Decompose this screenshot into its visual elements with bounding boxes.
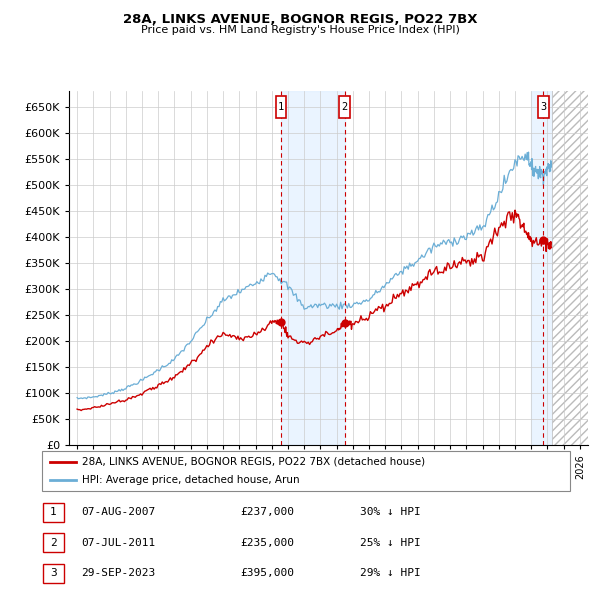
Text: £237,000: £237,000	[240, 507, 294, 517]
FancyBboxPatch shape	[538, 96, 548, 118]
Text: 2: 2	[50, 538, 57, 548]
Text: 1: 1	[50, 507, 57, 517]
Bar	[281, 91, 345, 445]
FancyBboxPatch shape	[340, 96, 350, 118]
FancyBboxPatch shape	[43, 533, 64, 552]
Text: HPI: Average price, detached house, Arun: HPI: Average price, detached house, Arun	[82, 475, 299, 485]
Text: 3: 3	[50, 569, 57, 578]
FancyBboxPatch shape	[42, 451, 570, 491]
Text: 3: 3	[540, 102, 547, 112]
Text: 07-JUL-2011: 07-JUL-2011	[81, 538, 155, 548]
Text: Price paid vs. HM Land Registry's House Price Index (HPI): Price paid vs. HM Land Registry's House …	[140, 25, 460, 35]
FancyBboxPatch shape	[276, 96, 286, 118]
Text: £235,000: £235,000	[240, 538, 294, 548]
Text: 29-SEP-2023: 29-SEP-2023	[81, 569, 155, 578]
Text: £395,000: £395,000	[240, 569, 294, 578]
FancyBboxPatch shape	[43, 503, 64, 522]
Text: 2: 2	[341, 102, 348, 112]
Text: 28A, LINKS AVENUE, BOGNOR REGIS, PO22 7BX: 28A, LINKS AVENUE, BOGNOR REGIS, PO22 7B…	[123, 13, 477, 26]
FancyBboxPatch shape	[43, 564, 64, 583]
Text: 1: 1	[278, 102, 284, 112]
Bar	[531, 91, 551, 445]
Text: 07-AUG-2007: 07-AUG-2007	[81, 507, 155, 517]
Text: 30% ↓ HPI: 30% ↓ HPI	[360, 507, 421, 517]
Text: 29% ↓ HPI: 29% ↓ HPI	[360, 569, 421, 578]
Text: 28A, LINKS AVENUE, BOGNOR REGIS, PO22 7BX (detached house): 28A, LINKS AVENUE, BOGNOR REGIS, PO22 7B…	[82, 457, 425, 467]
Text: 25% ↓ HPI: 25% ↓ HPI	[360, 538, 421, 548]
